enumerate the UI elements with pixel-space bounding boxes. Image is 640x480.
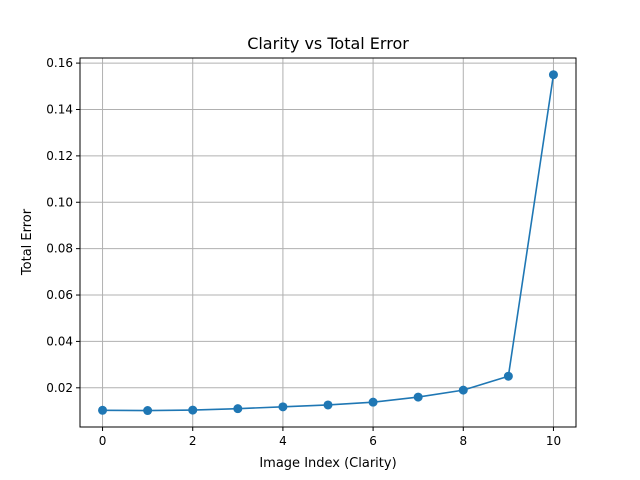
y-tick-label: 0.04 — [46, 334, 73, 348]
x-tick-label: 8 — [459, 434, 467, 448]
data-point — [143, 406, 153, 416]
y-tick-label: 0.16 — [46, 56, 73, 70]
y-axis-label: Total Error — [20, 208, 35, 276]
y-tick-label: 0.12 — [46, 149, 73, 163]
data-point — [548, 70, 558, 80]
grid — [80, 58, 576, 427]
x-tick-label: 6 — [369, 434, 377, 448]
data-point — [233, 404, 243, 414]
data-point — [503, 371, 513, 381]
axis-ticks: 0 2 4 6 8 10 0.02 0.04 0.06 0.08 0.10 0.12 0.14 0.16 — [46, 56, 561, 448]
x-tick-label: 4 — [279, 434, 287, 448]
data-point — [98, 405, 108, 415]
x-tick-label: 0 — [99, 434, 107, 448]
x-tick-label: 10 — [546, 434, 561, 448]
y-tick-label: 0.08 — [46, 242, 73, 256]
y-tick-label: 0.14 — [46, 102, 73, 116]
data-point — [278, 402, 288, 412]
x-axis-label: Image Index (Clarity) — [259, 456, 396, 471]
chart-title: Clarity vs Total Error — [247, 34, 409, 53]
y-tick-label: 0.10 — [46, 195, 73, 209]
y-tick-label: 0.06 — [46, 288, 73, 302]
data-point — [368, 397, 378, 407]
data-point — [413, 392, 423, 402]
plot-frame — [79, 57, 577, 428]
y-tick-label: 0.02 — [46, 381, 73, 395]
series-line — [102, 74, 555, 412]
series — [98, 70, 558, 416]
data-point — [458, 385, 468, 395]
data-point — [323, 400, 333, 410]
data-point — [188, 405, 198, 415]
x-tick-label: 2 — [189, 434, 197, 448]
